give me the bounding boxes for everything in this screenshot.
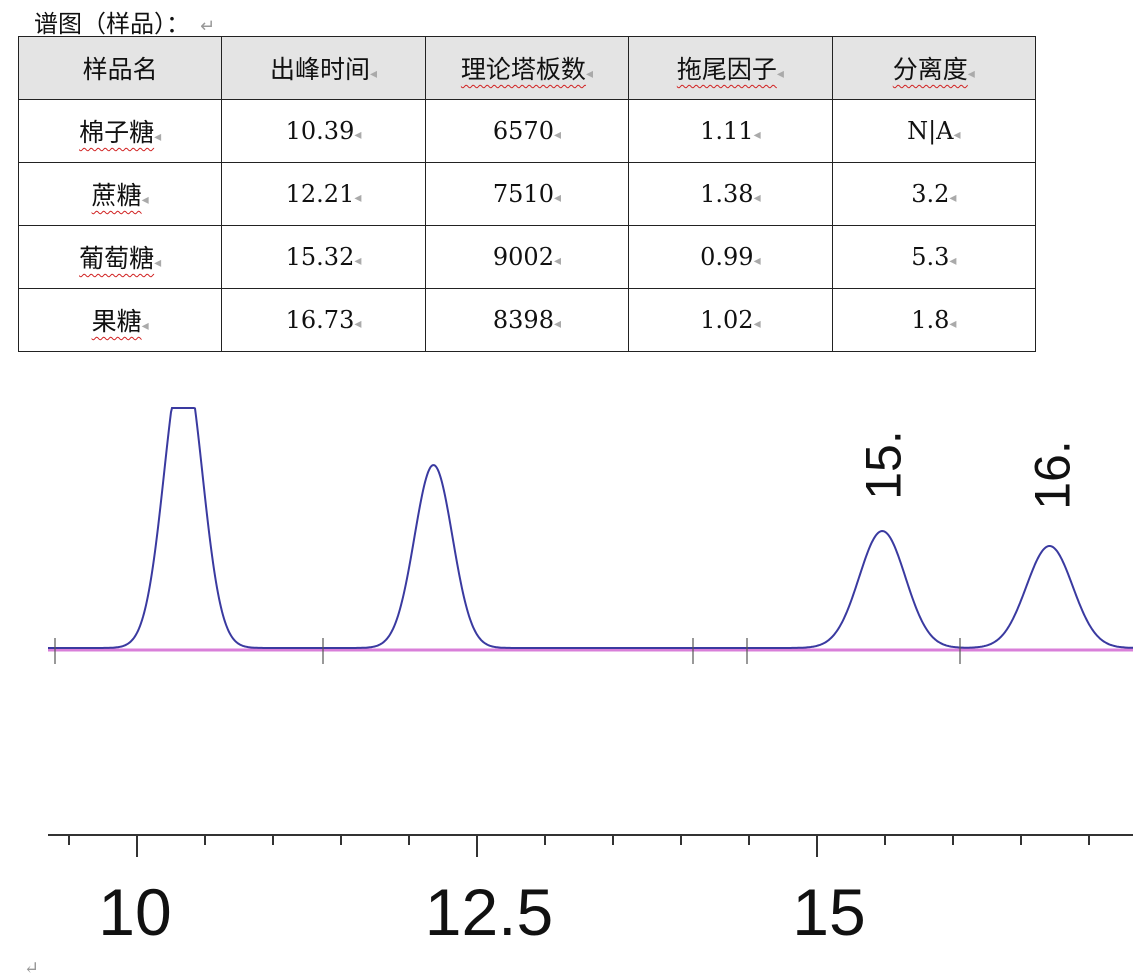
- cell-retention-time: 15.32◂: [221, 225, 426, 289]
- cell-tailing-factor: 0.99◂: [628, 225, 833, 289]
- header-tailing-factor: 拖尾因子◂: [628, 36, 833, 100]
- chromatogram-trace: [48, 407, 1133, 649]
- cell-sample-name: 棉子糖◂: [17, 99, 223, 163]
- table-row: 果糖◂ 16.73◂ 8398◂ 1.02◂ 1.8◂: [17, 288, 1037, 352]
- peak-label: 16.: [1025, 440, 1081, 510]
- table-row: 葡萄糖◂ 15.32◂ 9002◂ 0.99◂ 5.3◂: [17, 225, 1037, 289]
- cell-resolution: 5.3◂: [831, 225, 1037, 289]
- cell-tailing-factor: 1.02◂: [628, 288, 833, 352]
- cell-tailing-factor: 1.11◂: [628, 99, 833, 163]
- cell-plate-count: 6570◂: [424, 99, 630, 163]
- header-resolution: 分离度◂: [831, 36, 1037, 100]
- x-tick-label: 12.5: [425, 875, 553, 949]
- cell-plate-count: 8398◂: [424, 288, 630, 352]
- header-plate-count: 理论塔板数◂: [424, 36, 630, 100]
- x-tick-label: 15: [792, 875, 865, 949]
- cell-sample-name: 蔗糖◂: [17, 162, 223, 226]
- cell-sample-name: 葡萄糖◂: [17, 225, 223, 289]
- table-row: 棉子糖◂ 10.39◂ 6570◂ 1.11◂ N|A◂: [17, 99, 1037, 163]
- header-retention-time: 出峰时间◂: [221, 36, 426, 100]
- results-table: 样品名 出峰时间◂ 理论塔板数◂ 拖尾因子◂ 分离度◂ 棉子糖◂ 10.39◂ 65…: [17, 36, 1037, 352]
- cell-retention-time: 16.73◂: [221, 288, 426, 352]
- cell-sample-name: 果糖◂: [17, 288, 223, 352]
- cell-plate-count: 7510◂: [424, 162, 630, 226]
- chart-caption: 谱图（样品）： ↵: [34, 10, 216, 38]
- cell-retention-time: 12.21◂: [221, 162, 426, 226]
- cell-tailing-factor: 1.38◂: [628, 162, 833, 226]
- chromatogram: 15. 16. 10 12.5 15: [48, 407, 1133, 949]
- x-tick-label: 10: [98, 875, 171, 949]
- paragraph-mark: ↵: [24, 958, 40, 979]
- table-row: 蔗糖◂ 12.21◂ 7510◂ 1.38◂ 3.2◂: [17, 162, 1037, 226]
- peak-label: 15.: [855, 430, 911, 500]
- header-sample-name: 样品名: [17, 36, 223, 100]
- table-header-row: 样品名 出峰时间◂ 理论塔板数◂ 拖尾因子◂ 分离度◂: [17, 36, 1037, 100]
- cell-resolution: N|A◂: [831, 99, 1037, 163]
- cell-resolution: 3.2◂: [831, 162, 1037, 226]
- cell-retention-time: 10.39◂: [221, 99, 426, 163]
- cell-resolution: 1.8◂: [831, 288, 1037, 352]
- cell-plate-count: 9002◂: [424, 225, 630, 289]
